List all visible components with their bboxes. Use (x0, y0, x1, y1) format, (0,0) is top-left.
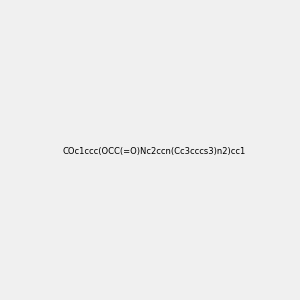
Text: COc1ccc(OCC(=O)Nc2ccn(Cc3cccs3)n2)cc1: COc1ccc(OCC(=O)Nc2ccn(Cc3cccs3)n2)cc1 (62, 147, 245, 156)
